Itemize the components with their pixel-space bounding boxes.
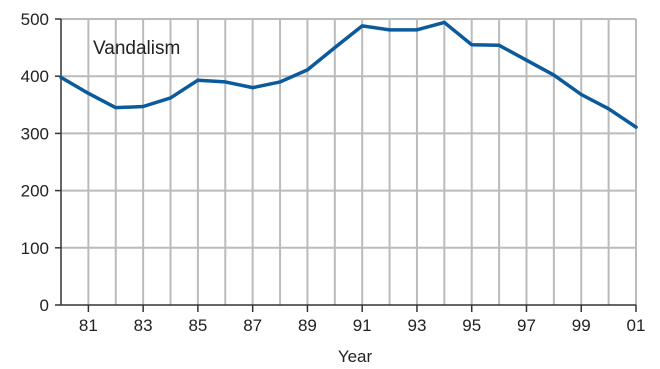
x-tick-label: 85 [188,316,207,335]
y-tick-label: 500 [21,10,49,29]
x-tick-label: 97 [517,316,536,335]
series-line [59,20,638,129]
x-tick-label: 99 [572,316,591,335]
y-tick-label: 300 [21,124,49,143]
x-tick-label: 01 [627,316,646,335]
x-tick-label: 89 [298,316,317,335]
grid [61,18,637,305]
y-tick-label: 400 [21,67,49,86]
x-tick-label: 91 [353,316,372,335]
x-tick-label: 87 [243,316,262,335]
x-tick-label: 93 [407,316,426,335]
series-annotation: Vandalism [93,38,180,59]
tick-labels: 81 83 85 87 89 91 93 95 97 99 01 0 100 200 300 400 500 [21,10,646,335]
y-tick-label: 200 [21,182,49,201]
x-tick-label: 95 [462,316,481,335]
axes [55,18,637,312]
x-tick-label: 81 [79,316,98,335]
series-layer [59,20,638,129]
y-tick-label: 100 [21,239,49,258]
x-tick-label: 83 [134,316,153,335]
x-axis-title: Year [338,347,373,366]
y-tick-label: 0 [40,296,49,315]
